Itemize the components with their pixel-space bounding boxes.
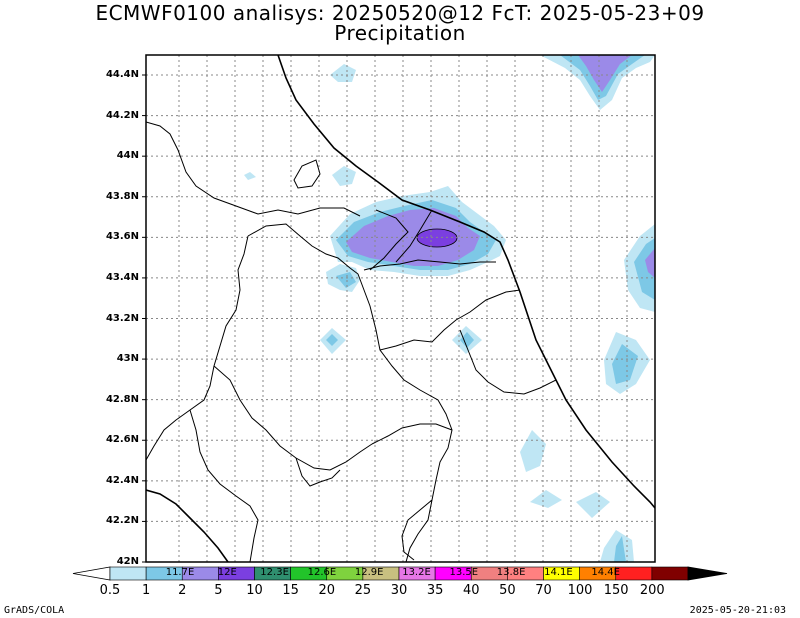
colorbar-tick-label: 70	[535, 583, 552, 598]
map-boundaries	[146, 55, 655, 562]
lon-label: 12.3E	[260, 567, 289, 578]
colorbar-tick-label: 40	[462, 583, 480, 598]
colorbar-tick-label: 25	[354, 583, 372, 598]
colorbar-high-arrow	[687, 566, 728, 581]
colorbar-tick-label: 10	[246, 583, 263, 598]
map-title: ECMWF0100 analisys: 20250520@12 FcT: 202…	[95, 1, 705, 25]
lat-label: 42N	[116, 556, 139, 567]
lon-label: 14.4E	[591, 567, 620, 578]
lon-label: 14.1E	[544, 567, 573, 578]
footer-credit: GrADS/COLA	[4, 605, 65, 616]
colorbar-tick-label: 2	[178, 583, 187, 598]
lat-label: 43.8N	[105, 190, 139, 202]
lon-label: 12.9E	[354, 567, 384, 578]
lon-label: 12E	[217, 567, 237, 578]
colorbar-tick-label: 35	[426, 583, 444, 598]
lon-label: 13.5E	[449, 567, 479, 578]
lat-label: 43.6N	[105, 231, 139, 243]
colorbar-tick-label: 30	[390, 583, 408, 598]
colorbar-tick-label: 5	[214, 583, 223, 598]
lat-label: 42.2N	[105, 515, 139, 527]
map-subtitle: Precipitation	[334, 21, 466, 45]
colorbar-tick-label: 20	[318, 583, 336, 598]
colorbar-tick-label: 200	[639, 583, 665, 598]
colorbar-tick-label: 100	[567, 583, 593, 598]
footer-timestamp: 2025-05-20-21:03	[689, 605, 786, 616]
lon-label: 11.7E	[165, 567, 195, 578]
lat-label: 43.2N	[105, 312, 139, 324]
colorbar-swatch	[651, 566, 689, 581]
lat-label: 43.4N	[105, 271, 139, 283]
lon-label: 13.8E	[496, 567, 526, 578]
lat-label: 42.8N	[105, 393, 139, 405]
map-frame	[145, 54, 656, 563]
lon-label: 13.2E	[402, 567, 431, 578]
colorbar-tick-label: 50	[499, 583, 516, 598]
colorbar-low-arrow	[72, 566, 111, 581]
lat-label: 42.4N	[105, 474, 139, 486]
precip-shading	[244, 55, 655, 562]
lat-label: 44N	[116, 150, 139, 162]
colorbar-swatch	[109, 566, 147, 581]
colorbar-tick-label: 15	[282, 583, 299, 598]
lat-label: 43N	[116, 353, 139, 365]
colorbar-tick-label: 0.5	[99, 583, 121, 598]
colorbar-tick-label: 1	[141, 583, 151, 598]
lat-label: 44.2N	[105, 109, 139, 121]
lat-label: 44.4N	[105, 69, 139, 80]
lat-label: 42.6N	[105, 434, 139, 446]
lon-label: 12.6E	[307, 567, 337, 578]
colorbar-tick-label: 150	[603, 583, 629, 598]
colorbar	[72, 566, 728, 581]
